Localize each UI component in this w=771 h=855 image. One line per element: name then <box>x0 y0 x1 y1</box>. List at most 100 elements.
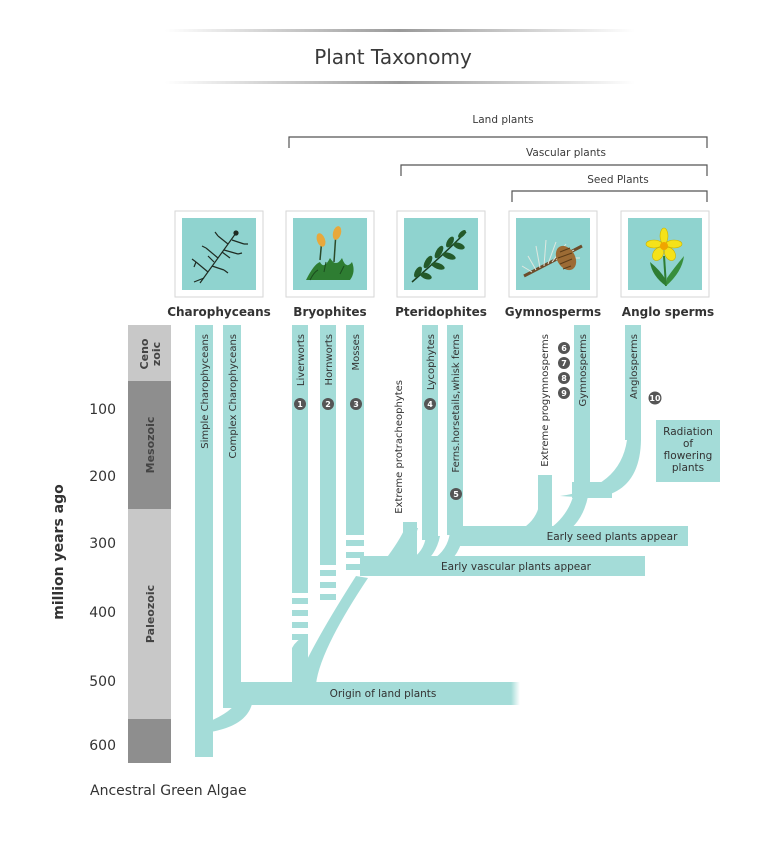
era-cenozoic <box>128 325 171 381</box>
axis-tick-600: 600 <box>89 738 116 754</box>
branch-simple-charophyceans <box>195 325 213 757</box>
era-precambrian <box>128 719 171 763</box>
era-label-mesozoic: Mesozoic <box>144 417 157 474</box>
branch-liverworts <box>292 325 308 593</box>
axis-title: million years ago <box>51 484 67 620</box>
branch-mosses-dash-3 <box>346 564 364 570</box>
axis-tick-500: 500 <box>89 674 116 690</box>
badge-6: 6 <box>558 342 570 354</box>
badge-10: 10 <box>648 391 662 405</box>
branch-anglosperms <box>625 325 641 440</box>
branch-anglo-curve <box>560 440 641 498</box>
branch-lyco-join <box>410 536 440 566</box>
svg-text:9: 9 <box>561 389 567 398</box>
fern-icon <box>411 230 467 283</box>
badge-5: 5 <box>450 488 462 500</box>
badge-9: 9 <box>558 387 570 399</box>
group-label-pteridophites: Pteridophites <box>395 305 487 319</box>
svg-text:4: 4 <box>427 400 433 409</box>
badge-3: 3 <box>350 398 362 410</box>
bracket-seed-plants <box>511 190 708 202</box>
branch-mosses <box>346 325 364 535</box>
branch-lycophytes <box>422 325 438 540</box>
branch-label-hornworts: Hornworts <box>324 334 335 385</box>
branch-liverworts-dash-3 <box>292 622 308 628</box>
bar-early-vascular <box>360 556 645 576</box>
branch-hornworts-dash-2 <box>320 582 336 588</box>
branch-mosses-dash-1 <box>346 540 364 546</box>
branch-liverworts-dash-2 <box>292 610 308 616</box>
branch-label-extreme-protracheophytes: Extreme protracheophytes <box>394 380 405 514</box>
bracket-vascular-plants <box>400 164 708 176</box>
pine-cone-icon <box>521 239 583 278</box>
svg-text:2: 2 <box>325 400 331 409</box>
svg-text:8: 8 <box>561 374 567 383</box>
branch-hornworts-dash-3 <box>320 594 336 600</box>
era-mesozoic <box>128 381 171 509</box>
axis-tick-100: 100 <box>89 402 116 418</box>
era-label-paleozoic: Paleozoic <box>144 585 157 643</box>
bracket-label-land: Land plants <box>472 114 533 126</box>
event-origin-land: Origin of land plants <box>330 688 437 700</box>
title-rule-top <box>165 29 635 32</box>
axis-tick-200: 200 <box>89 469 116 485</box>
axis-tick-400: 400 <box>89 605 116 621</box>
moss-icon <box>306 226 354 281</box>
era-column <box>128 325 171 763</box>
branch-label-liverworts: Liverworts <box>296 334 307 386</box>
branch-progymno-join <box>520 500 552 536</box>
bracket-land-plants <box>288 136 708 148</box>
era-label-cenozoic-1: Ceno <box>138 338 151 369</box>
bracket-label-vascular: Vascular plants <box>526 147 606 159</box>
bar-early-seed <box>458 526 688 546</box>
group-label-bryophites: Bryophites <box>293 305 366 319</box>
branch-protracheo-join <box>385 528 418 560</box>
branch-gymnosperms <box>574 325 590 490</box>
svg-text:10: 10 <box>649 394 661 403</box>
svg-text:5: 5 <box>453 490 459 499</box>
branch-label-mosses: Mosses <box>351 334 362 371</box>
radiation-box <box>656 420 720 482</box>
group-card-gymnosperms <box>508 210 598 298</box>
branch-hornworts-dash-1 <box>320 570 336 576</box>
branch-label-gymnosperms: Gymnosperms <box>578 334 589 406</box>
root-label: Ancestral Green Algae <box>90 783 247 799</box>
badge-7: 7 <box>558 357 570 369</box>
group-label-charophyceans: Charophyceans <box>167 305 271 319</box>
bar-origin-land <box>240 682 460 705</box>
phylogeny-tree <box>195 325 688 757</box>
page-title: Plant Taxonomy <box>314 45 472 69</box>
branch-label-extreme-progymnosperms: Extreme progymnosperms <box>540 334 551 467</box>
branch-label-lycophytes: Lycophytes <box>426 334 437 390</box>
branch-label-anglosperms: Anglosperms <box>629 334 640 399</box>
badge-8: 8 <box>558 372 570 384</box>
svg-text:6: 6 <box>561 344 567 353</box>
event-early-vascular: Early vascular plants appear <box>441 561 592 573</box>
branch-anglo-stem <box>572 482 612 498</box>
group-label-anglo-sperms: Anglo sperms <box>622 305 714 319</box>
bar-origin-land-fade <box>460 682 520 705</box>
axis-tick-300: 300 <box>89 536 116 552</box>
branch-label-ferns: Ferns.horsetails,whisk ferns <box>451 334 462 473</box>
branch-ferns-join <box>432 532 464 566</box>
group-card-bryophites <box>285 210 375 298</box>
title-rule-bottom <box>165 81 635 84</box>
svg-text:3: 3 <box>353 400 359 409</box>
radiation-label-2: of <box>683 438 693 450</box>
brackets <box>288 136 708 202</box>
branch-ferns <box>447 325 463 535</box>
group-card-pteridophites <box>396 210 486 298</box>
event-early-seed: Early seed plants appear <box>547 531 679 543</box>
branch-hornworts <box>320 325 336 565</box>
radiation-label-1: Radiation <box>663 426 713 438</box>
flower-icon <box>645 227 684 287</box>
branch-liverworts-dash-1 <box>292 598 308 604</box>
badges: 1 2 3 4 5 6 7 8 9 10 <box>294 342 662 500</box>
svg-text:1: 1 <box>297 400 303 409</box>
branch-label-simple-charophyceans: Simple Charophyceans <box>200 334 211 449</box>
bracket-label-seed: Seed Plants <box>587 174 649 186</box>
branch-label-complex-charophyceans: Complex Charophyceans <box>228 334 239 458</box>
group-card-charophyceans <box>174 210 264 298</box>
algae-icon <box>191 230 248 284</box>
